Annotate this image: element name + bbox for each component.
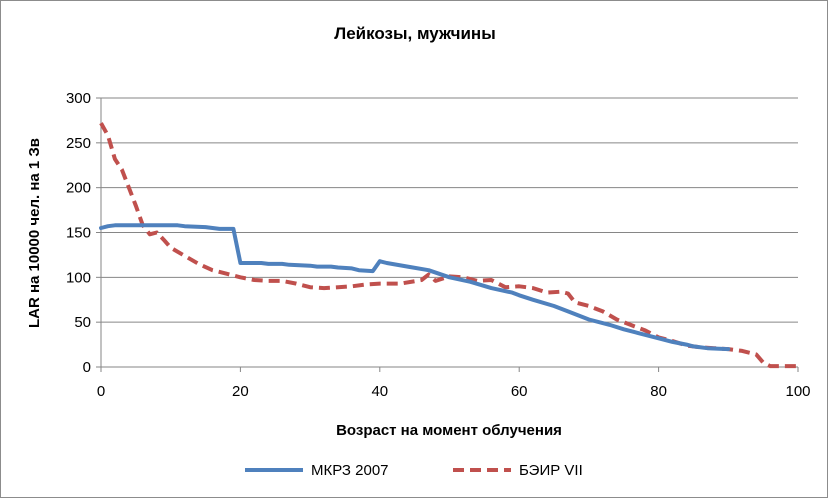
x-tick-label: 0 [97, 383, 105, 400]
x-tick-label: 60 [511, 383, 528, 400]
y-tick-label: 300 [66, 90, 91, 107]
y-tick-label: 150 [66, 225, 91, 242]
gridlines [101, 97, 798, 323]
legend-label-1: МКРЗ 2007 [311, 462, 389, 479]
y-tick-label: 200 [66, 180, 91, 197]
y-axis-title: LAR на 10000 чел. на 1 Зв [26, 138, 43, 328]
y-tick-label: 100 [66, 269, 91, 286]
x-tick-label: 40 [371, 383, 388, 400]
series-line-1 [99, 223, 731, 352]
y-tick-label: 50 [74, 314, 91, 331]
chart-title: Лейкозы, мужчины [334, 24, 495, 43]
legend-label-2: БЭИР VII [519, 462, 583, 479]
x-tick-label: 80 [650, 383, 667, 400]
x-tick-label: 100 [785, 383, 810, 400]
series-layer [99, 122, 798, 369]
x-axis-ticks: 0 20 40 60 80 100 [97, 367, 811, 400]
y-tick-label: 0 [83, 359, 91, 376]
y-tick-label: 250 [66, 135, 91, 152]
series-line-2 [99, 122, 798, 369]
y-axis-ticks: 0 50 100 150 200 250 300 [66, 90, 101, 376]
x-tick-label: 20 [232, 383, 249, 400]
x-axis-title: Возраст на момент облучения [336, 422, 562, 439]
legend: МКРЗ 2007 БЭИР VII [245, 462, 583, 479]
